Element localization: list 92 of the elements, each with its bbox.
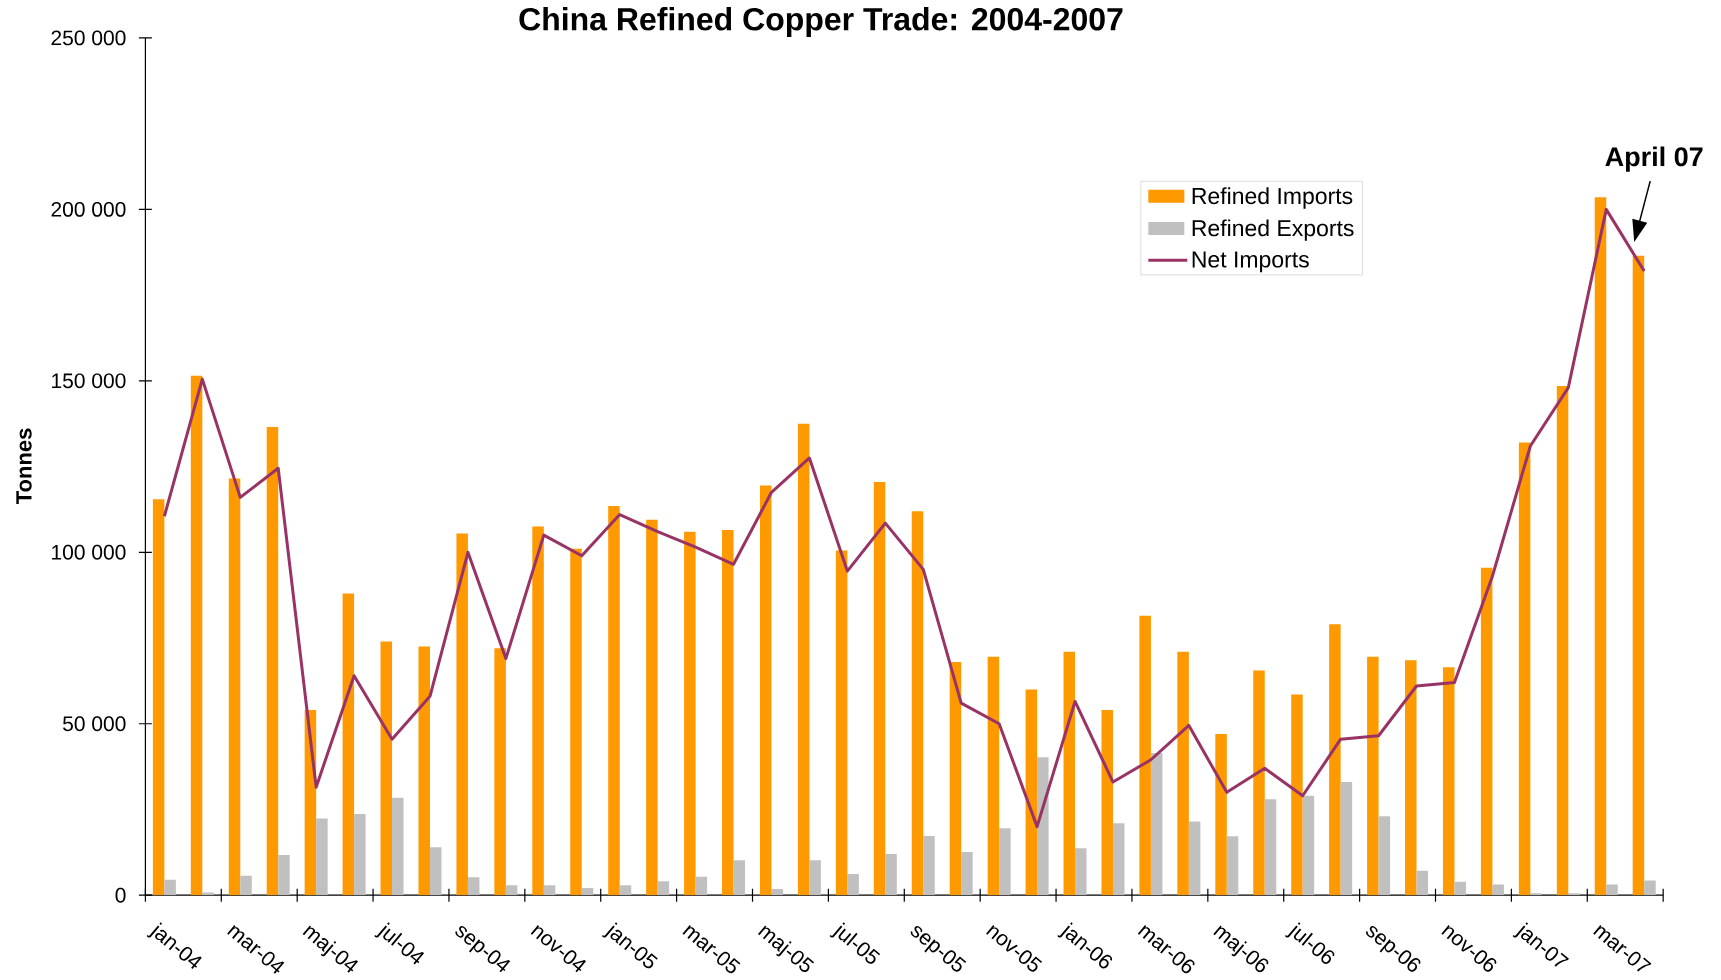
bar (164, 879, 176, 896)
bar (1075, 848, 1087, 896)
y-tick-label: 100 000 (52, 544, 126, 560)
bar (570, 548, 582, 896)
bar (418, 646, 430, 896)
bar (1264, 799, 1277, 896)
y-tick-label: 150 000 (52, 373, 126, 389)
bar (885, 854, 897, 896)
bar (1037, 757, 1049, 896)
bar (240, 875, 252, 896)
y-tick-label: 0 (115, 887, 126, 903)
bar (316, 818, 328, 896)
bar (797, 423, 810, 896)
bar (354, 813, 366, 896)
bar (695, 876, 708, 896)
legend-label: Refined Imports (1192, 187, 1353, 209)
bar (923, 835, 935, 896)
bar (619, 885, 632, 896)
y-tick-label: 250 000 (51, 30, 126, 46)
bar (1188, 821, 1201, 896)
bar (1302, 795, 1315, 896)
bar (1454, 881, 1466, 896)
bar (1177, 651, 1189, 896)
bar (429, 847, 442, 896)
bar (1594, 197, 1607, 896)
bar (1063, 651, 1076, 896)
legend-label: Net Imports (1192, 251, 1309, 273)
line-series (162, 207, 1646, 829)
bar (392, 797, 404, 896)
bar (581, 888, 594, 896)
bar (1291, 694, 1303, 896)
bar (1492, 884, 1504, 896)
bar (342, 593, 355, 896)
bar (152, 499, 165, 896)
bar (1644, 880, 1656, 896)
bar (1329, 624, 1341, 896)
chart-title: China Refined Copper Trade: 2004-2007 (519, 7, 1123, 37)
bar (1139, 615, 1151, 896)
bar (494, 648, 506, 896)
bar (1150, 752, 1163, 896)
y-tick-label: 200 000 (51, 201, 126, 217)
bar (543, 885, 556, 896)
bar (467, 877, 480, 896)
bar (911, 511, 924, 896)
bar (1556, 385, 1569, 896)
bar (1340, 782, 1353, 896)
bar (987, 656, 1000, 896)
bar (873, 481, 886, 896)
bar (1518, 442, 1531, 896)
bar (1378, 816, 1391, 896)
y-tick-label: 50 000 (62, 716, 126, 732)
bar (190, 375, 203, 896)
y-axis-title: Tonnes (16, 428, 32, 505)
bar (456, 533, 468, 896)
bar (505, 885, 518, 896)
bar (1480, 567, 1493, 896)
legend-label: Refined Exports (1192, 219, 1354, 241)
bar (999, 828, 1011, 896)
bar (759, 485, 772, 896)
bar (646, 519, 658, 896)
bar (380, 641, 393, 896)
bar (684, 531, 696, 896)
bar (722, 529, 734, 896)
bar (1416, 870, 1429, 896)
bar (1530, 893, 1542, 896)
bar (835, 550, 848, 896)
bar (266, 427, 279, 896)
bar (1632, 255, 1645, 896)
bar (961, 851, 973, 896)
bar (1367, 656, 1379, 896)
bar (1405, 660, 1417, 896)
bar (847, 873, 859, 896)
annotation: April 07 (1605, 146, 1703, 172)
bar (278, 855, 290, 896)
bar (733, 860, 746, 896)
bar (1025, 689, 1038, 896)
bar (1101, 710, 1113, 896)
bar (1568, 893, 1580, 896)
bar (532, 526, 544, 896)
bar (1606, 884, 1618, 896)
bar (608, 505, 620, 896)
bar (771, 889, 783, 896)
bar (228, 478, 241, 896)
bar (657, 881, 670, 896)
bar (809, 860, 821, 896)
bar (1215, 734, 1227, 896)
bar (1112, 823, 1125, 896)
bar (949, 662, 962, 896)
bar (1442, 667, 1455, 896)
bar (202, 892, 214, 896)
bar (1253, 670, 1265, 896)
bar (1226, 836, 1239, 896)
